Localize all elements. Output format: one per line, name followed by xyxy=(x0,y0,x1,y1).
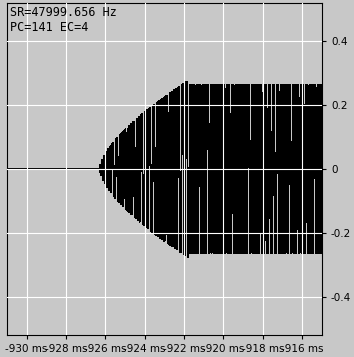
Text: SR=47999.656 Hz
PC=141 EC=4: SR=47999.656 Hz PC=141 EC=4 xyxy=(10,6,117,34)
